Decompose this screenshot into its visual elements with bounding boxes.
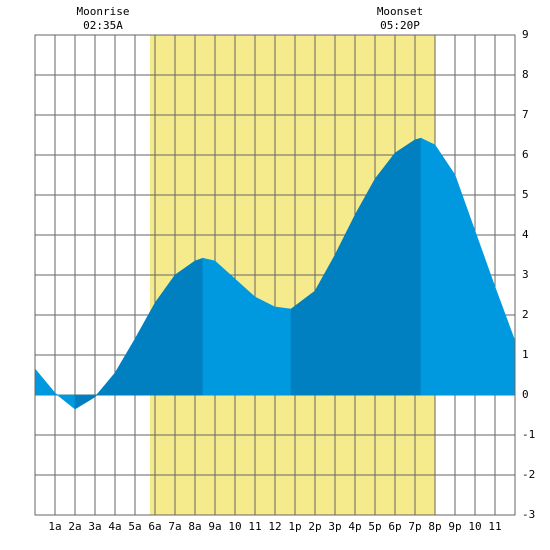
x-tick-label: 5p [368,520,381,533]
y-tick-label: 1 [522,348,529,361]
tide-area [420,137,436,396]
tide-area [214,260,236,396]
y-tick-label: 6 [522,148,529,161]
x-tick-label: 6p [388,520,401,533]
x-tick-label: 5a [128,520,141,533]
tide-area [202,257,216,396]
x-tick-label: 7a [168,520,181,533]
tide-area [290,290,316,396]
tide-area [234,278,256,396]
y-tick-label: -2 [522,468,535,481]
tide-area [414,137,422,396]
annotation-time: 05:20P [380,19,420,32]
x-tick-label: 3a [88,520,101,533]
annotation-label: Moonset [377,5,423,18]
x-tick-label: 2a [68,520,81,533]
tide-area [394,139,416,396]
x-tick-label: 10 [468,520,481,533]
y-tick-label: -3 [522,508,535,521]
plot-border [34,34,516,516]
tide-area [174,260,196,396]
y-tick-label: 4 [522,228,529,241]
y-tick-label: -1 [522,428,535,441]
x-tick-label: 8a [188,520,201,533]
x-tick-label: 11 [248,520,261,533]
y-tick-label: 3 [522,268,529,281]
tide-area [374,152,396,396]
x-tick-label: 3p [328,520,341,533]
x-tick-label: 6a [148,520,161,533]
tide-area [194,257,204,396]
x-tick-label: 1a [48,520,61,533]
annotation-time: 02:35A [83,19,123,32]
y-tick-label: 7 [522,108,529,121]
annotation-label: Moonrise [77,5,130,18]
x-tick-label: 10 [228,520,241,533]
tide-area [274,306,292,396]
x-tick-label: 9p [448,520,461,533]
x-tick-label: 4p [348,520,361,533]
x-tick-label: 1p [288,520,301,533]
tide-area [254,296,276,396]
y-tick-label: 0 [522,388,529,401]
x-tick-label: 11 [488,520,501,533]
y-tick-label: 5 [522,188,529,201]
x-tick-label: 2p [308,520,321,533]
x-tick-label: 8p [428,520,441,533]
x-tick-label: 4a [108,520,121,533]
tide-area [434,144,456,396]
y-tick-label: 2 [522,308,529,321]
y-tick-label: 9 [522,28,529,41]
x-tick-label: 12 [268,520,281,533]
y-tick-label: 8 [522,68,529,81]
tide-area [354,177,376,396]
x-tick-label: 7p [408,520,421,533]
x-tick-label: 9a [208,520,221,533]
